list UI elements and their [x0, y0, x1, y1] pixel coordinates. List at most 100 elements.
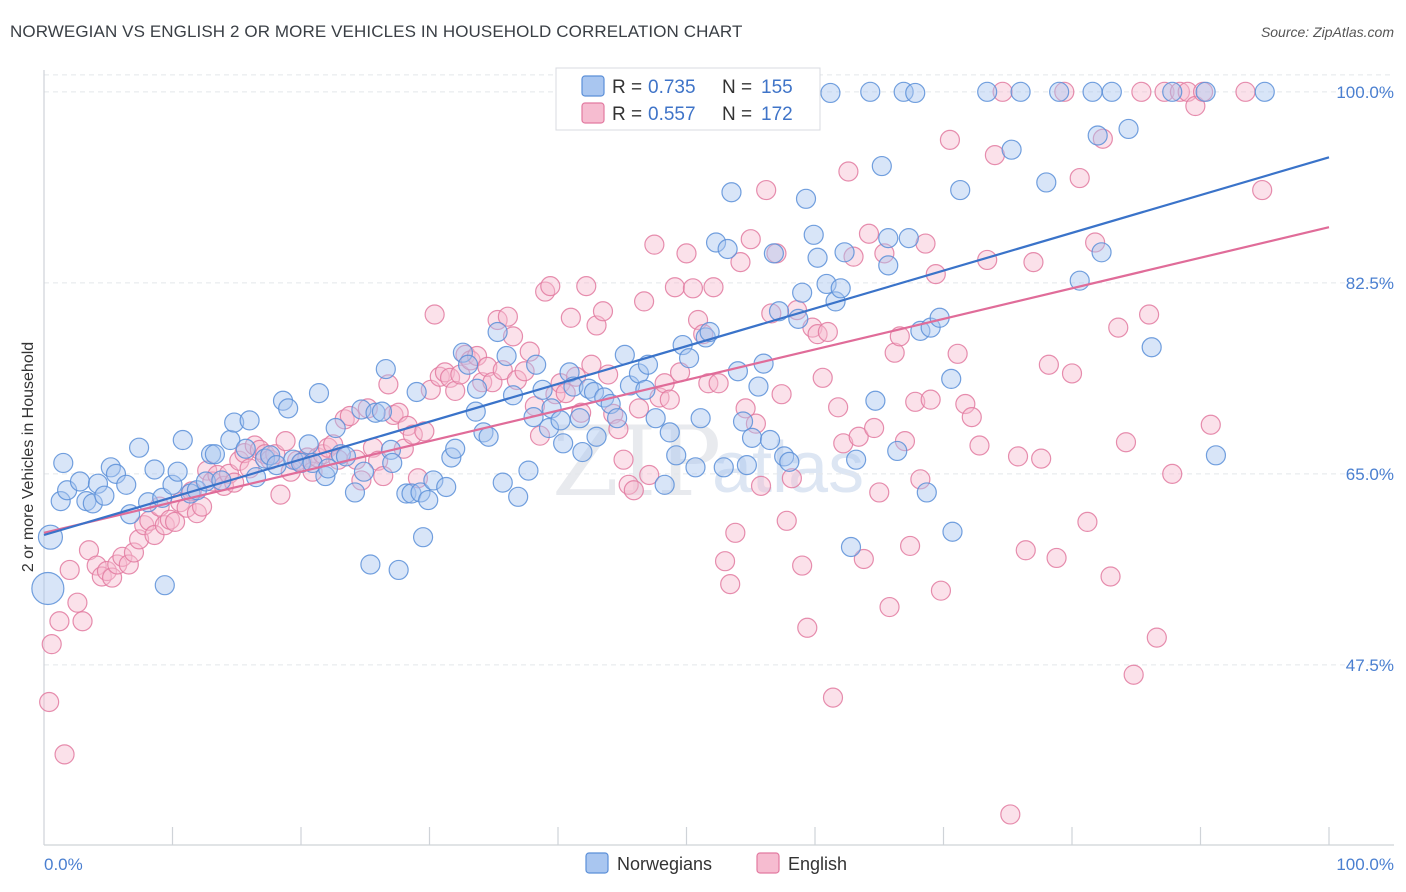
data-point — [102, 567, 123, 588]
data-point — [721, 182, 742, 203]
data-point — [741, 427, 763, 448]
data-point — [910, 469, 931, 490]
data-point — [414, 421, 435, 442]
data-point — [939, 129, 961, 150]
data-point — [164, 511, 186, 533]
data-point — [239, 410, 260, 431]
data-point — [1146, 627, 1167, 648]
data-point — [1115, 432, 1137, 453]
legend-top: R = 0.735 N = 155 R = 0.557 N = 172 — [555, 67, 821, 131]
data-point — [920, 389, 941, 410]
data-point — [884, 342, 905, 363]
data-point — [776, 510, 797, 531]
data-point — [838, 161, 859, 182]
data-point — [31, 571, 65, 606]
data-point — [955, 393, 976, 415]
data-point — [278, 398, 299, 419]
data-point — [807, 324, 828, 345]
data-point — [360, 554, 381, 575]
data-point — [59, 559, 80, 581]
legend-r-value-2: 0.557 — [648, 104, 696, 125]
data-point — [54, 744, 75, 765]
data-point — [1100, 566, 1121, 587]
data-point — [220, 429, 241, 451]
data-point — [457, 354, 479, 375]
data-point — [1141, 337, 1162, 358]
trend-line-norwegians — [43, 156, 1330, 537]
data-point — [1108, 317, 1129, 338]
x-tick-label-max: 100.0% — [1336, 855, 1394, 874]
data-point — [1077, 511, 1098, 533]
data-point — [889, 326, 910, 347]
data-point — [105, 463, 127, 484]
data-point — [925, 264, 946, 285]
legend-r-label-1: R = — [612, 77, 642, 98]
data-point — [550, 410, 571, 431]
data-point — [298, 434, 319, 455]
data-point — [732, 411, 754, 432]
data-point — [1001, 139, 1022, 160]
data-point — [727, 361, 749, 382]
data-point — [325, 417, 346, 439]
source-credit: Source: ZipAtlas.com — [1260, 24, 1394, 40]
data-point — [874, 243, 895, 264]
data-point — [560, 307, 581, 328]
data-point — [344, 482, 366, 503]
x-tick-label-min: 0.0% — [44, 855, 83, 874]
data-point — [759, 429, 781, 451]
data-point — [128, 437, 150, 458]
data-point — [659, 389, 680, 410]
legend-n-value-1: 155 — [761, 77, 793, 98]
legend-bottom-swatch-norwegians — [585, 852, 609, 874]
data-point — [72, 611, 93, 632]
data-point — [899, 535, 921, 557]
data-point — [720, 574, 741, 595]
data-point — [86, 555, 107, 576]
legend-bottom-english: English — [788, 854, 847, 874]
data-point — [67, 592, 88, 613]
data-point — [768, 301, 790, 322]
data-point — [224, 412, 245, 433]
data-point — [1061, 363, 1083, 384]
legend-n-value-2: 172 — [761, 104, 793, 125]
data-point — [1023, 252, 1044, 273]
data-point — [713, 457, 734, 478]
legend-bottom-swatch-english — [756, 852, 780, 874]
data-point — [941, 368, 962, 390]
data-point — [118, 554, 139, 575]
data-point — [191, 496, 213, 517]
data-point — [725, 522, 746, 543]
data-point — [1131, 81, 1152, 102]
data-point — [977, 81, 998, 102]
data-point — [519, 341, 540, 362]
data-point — [514, 361, 535, 382]
data-point — [378, 374, 399, 395]
data-point — [1200, 414, 1221, 435]
data-point — [750, 475, 772, 496]
data-point — [676, 243, 697, 264]
data-point — [1123, 664, 1144, 685]
data-point — [969, 435, 990, 456]
legend-r-label-2: R = — [612, 104, 642, 125]
data-point — [822, 687, 844, 708]
data-point — [123, 542, 145, 563]
data-point — [502, 326, 524, 347]
data-point — [942, 521, 963, 542]
data-point — [771, 384, 792, 405]
y-tick-label: 82.5% — [1346, 274, 1394, 293]
data-point — [424, 304, 445, 325]
data-point — [1000, 804, 1021, 825]
data-point — [82, 493, 103, 514]
data-point — [496, 345, 517, 367]
data-point — [49, 611, 70, 632]
data-point — [375, 358, 396, 380]
data-point — [445, 438, 466, 459]
legend-n-label-1: N = — [722, 77, 752, 98]
data-point — [94, 485, 115, 506]
data-point — [540, 276, 561, 297]
data-point — [275, 431, 296, 452]
data-point — [685, 457, 706, 478]
gridlines — [44, 74, 1394, 666]
data-point — [1087, 125, 1108, 146]
